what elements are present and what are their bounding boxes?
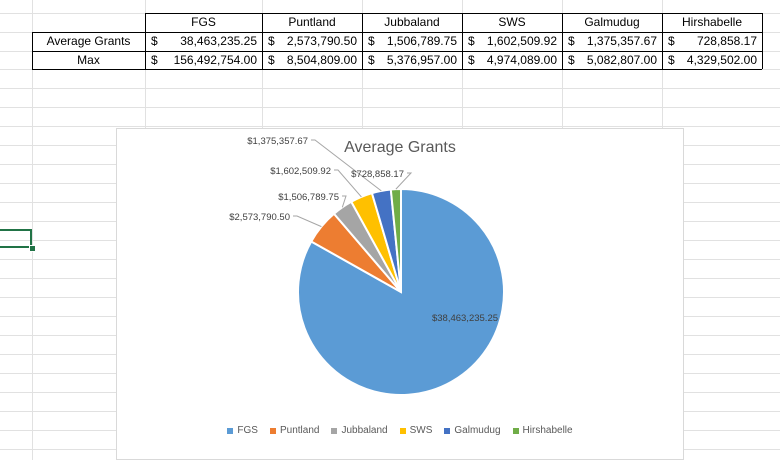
leader-line	[334, 169, 362, 198]
currency-symbol: $	[468, 34, 475, 48]
value-cell[interactable]: 1,375,357.67	[586, 34, 657, 48]
legend-label: Puntland	[279, 425, 320, 436]
legend-item[interactable]: Hirshabelle	[512, 425, 573, 436]
data-label: $1,602,509.92	[270, 166, 331, 177]
data-label: $1,375,357.67	[247, 136, 308, 147]
pie-plot: $38,463,235.25 $2,573,790.50 $1,506,789.75…	[229, 136, 505, 396]
chart-legend: FGS Puntland Jubbaland SWS Galmudug Hirshabel…	[117, 425, 683, 436]
column-header[interactable]: SWS	[498, 15, 526, 29]
leader-line	[293, 215, 322, 228]
legend-item[interactable]: SWS	[399, 425, 433, 436]
currency-symbol: $	[468, 53, 475, 67]
legend-label: Galmudug	[454, 425, 501, 436]
currency-symbol: $	[668, 53, 675, 67]
currency-symbol: $	[268, 34, 275, 48]
legend-swatch	[512, 427, 519, 434]
data-label: $38,463,235.25	[432, 313, 498, 324]
row-label[interactable]: Max	[77, 53, 100, 67]
fill-handle[interactable]	[29, 245, 36, 252]
selected-cell[interactable]	[0, 229, 32, 248]
value-cell[interactable]: 1,506,789.75	[386, 34, 457, 48]
currency-symbol: $	[668, 34, 675, 48]
value-cell[interactable]: 4,329,502.00	[686, 53, 757, 67]
data-label: $728,858.17	[351, 169, 404, 180]
legend-swatch	[399, 427, 406, 434]
legend-item[interactable]: FGS	[227, 425, 258, 436]
data-label: $2,573,790.50	[229, 212, 290, 223]
currency-symbol: $	[368, 34, 375, 48]
data-label: $1,506,789.75	[278, 192, 339, 203]
value-cell[interactable]: 5,376,957.00	[386, 53, 457, 67]
value-cell[interactable]: 1,602,509.92	[486, 34, 557, 48]
value-cell[interactable]: 2,573,790.50	[286, 34, 357, 48]
currency-symbol: $	[568, 53, 575, 67]
pie-chart[interactable]: Average Grants $38,463,235.25 $2,573,790.…	[116, 128, 684, 460]
chart-title: Average Grants	[344, 139, 456, 156]
legend-item[interactable]: Jubbaland	[331, 425, 388, 436]
value-cell[interactable]: 156,492,754.00	[173, 53, 257, 67]
column-header[interactable]: Galmudug	[584, 15, 640, 29]
currency-symbol: $	[268, 53, 275, 67]
legend-swatch	[269, 427, 276, 434]
legend-item[interactable]: Puntland	[269, 425, 320, 436]
currency-symbol: $	[151, 53, 158, 67]
legend-label: SWS	[409, 425, 433, 436]
column-header[interactable]: FGS	[191, 15, 216, 29]
column-header[interactable]: Hirshabelle	[681, 15, 743, 29]
currency-symbol: $	[368, 53, 375, 67]
column-header[interactable]: Puntland	[288, 15, 336, 29]
value-cell[interactable]: 4,974,089.00	[486, 53, 557, 67]
currency-symbol: $	[568, 34, 575, 48]
legend-swatch	[331, 427, 338, 434]
leader-line	[341, 195, 347, 208]
legend-swatch	[227, 427, 234, 434]
leader-line	[311, 139, 382, 192]
legend-label: Jubbaland	[341, 425, 388, 436]
leader-line	[395, 172, 413, 190]
value-cell[interactable]: 728,858.17	[696, 34, 757, 48]
legend-swatch	[444, 427, 451, 434]
legend-label: FGS	[237, 425, 258, 436]
column-header[interactable]: Jubbaland	[384, 15, 440, 29]
legend-label: Hirshabelle	[522, 425, 573, 436]
value-cell[interactable]: 5,082,807.00	[586, 53, 657, 67]
value-cell[interactable]: 38,463,235.25	[180, 34, 257, 48]
currency-symbol: $	[151, 34, 158, 48]
legend-item[interactable]: Galmudug	[444, 425, 501, 436]
value-cell[interactable]: 8,504,809.00	[286, 53, 357, 67]
row-label[interactable]: Average Grants	[46, 34, 131, 48]
pie-slice-hirshabelle[interactable]	[389, 187, 402, 293]
